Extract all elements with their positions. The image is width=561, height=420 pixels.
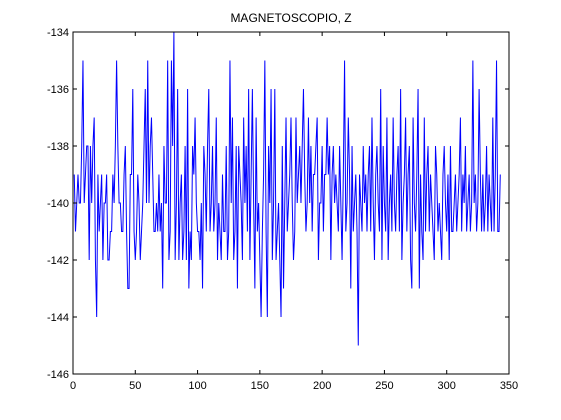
y-tick-label: -136 bbox=[47, 84, 69, 96]
chart-title: MAGNETOSCOPIO, Z bbox=[230, 11, 351, 25]
x-tick-label: 200 bbox=[313, 380, 331, 392]
y-tick-label: -142 bbox=[47, 255, 69, 267]
x-tick-label: 150 bbox=[251, 380, 269, 392]
y-tick-label: -144 bbox=[47, 312, 69, 324]
axes-background bbox=[73, 32, 509, 374]
plot-area bbox=[73, 31, 501, 346]
x-tick-label: 350 bbox=[500, 380, 518, 392]
y-tick-label: -134 bbox=[47, 27, 69, 39]
x-tick-label: 100 bbox=[188, 380, 206, 392]
x-tick-label: 300 bbox=[438, 380, 456, 392]
x-axis: 0 50 100 150 200 250 300 350 bbox=[70, 32, 518, 392]
x-tick-label: 50 bbox=[129, 380, 141, 392]
y-tick-label: -138 bbox=[47, 141, 69, 153]
x-tick-label: 0 bbox=[70, 380, 76, 392]
x-tick-label: 250 bbox=[375, 380, 393, 392]
y-tick-label: -140 bbox=[47, 198, 69, 210]
series-line-0 bbox=[73, 31, 501, 346]
y-tick-label: -146 bbox=[47, 369, 69, 381]
y-axis: -146 -144 -142 -140 -138 -136 -134 bbox=[47, 27, 509, 381]
